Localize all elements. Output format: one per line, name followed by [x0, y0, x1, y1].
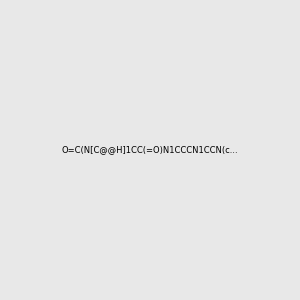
Text: O=C(N[C@@H]1CC(=O)N1CCCN1CCN(c...: O=C(N[C@@H]1CC(=O)N1CCCN1CCN(c...: [62, 146, 238, 154]
